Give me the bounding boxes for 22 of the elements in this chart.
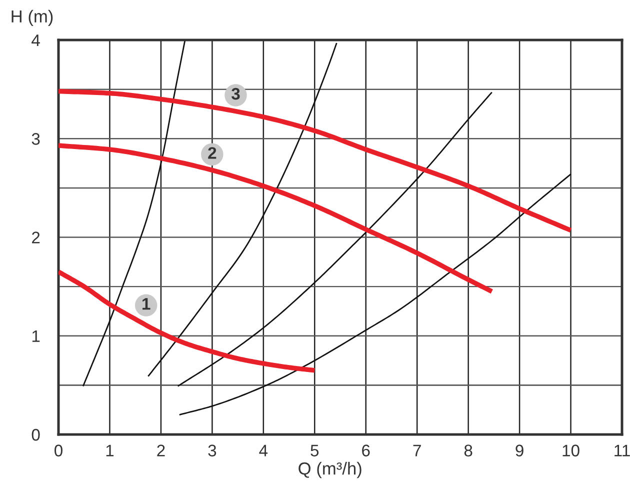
x-tick-label: 5 <box>310 444 319 456</box>
annotation: 2 <box>208 147 216 159</box>
x-tick-label: 1 <box>106 444 114 456</box>
y-tick-label: 2 <box>32 232 40 244</box>
x-tick-label: 2 <box>157 444 165 456</box>
x-tick-label: 0 <box>54 444 62 456</box>
x-tick-label: 9 <box>516 444 524 456</box>
x-tick-label: 7 <box>413 444 421 456</box>
y-tick-label: 3 <box>32 133 40 145</box>
x-axis-title: Q (m³/h) <box>298 462 362 478</box>
y-axis-title: H (m) <box>12 10 53 26</box>
annotation: 1 <box>142 298 150 310</box>
x-tick-label: 4 <box>259 444 268 456</box>
x-tick-label: 11 <box>614 444 630 456</box>
x-tick-label: 6 <box>362 444 370 456</box>
x-tick-label: 3 <box>208 444 216 456</box>
x-tick-label: 8 <box>464 444 472 456</box>
y-tick-label: 4 <box>32 34 40 46</box>
y-tick-label: 1 <box>32 330 40 342</box>
x-tick-label: 10 <box>562 444 580 456</box>
annotation: 3 <box>231 88 240 100</box>
y-tick-label: 0 <box>32 428 40 441</box>
